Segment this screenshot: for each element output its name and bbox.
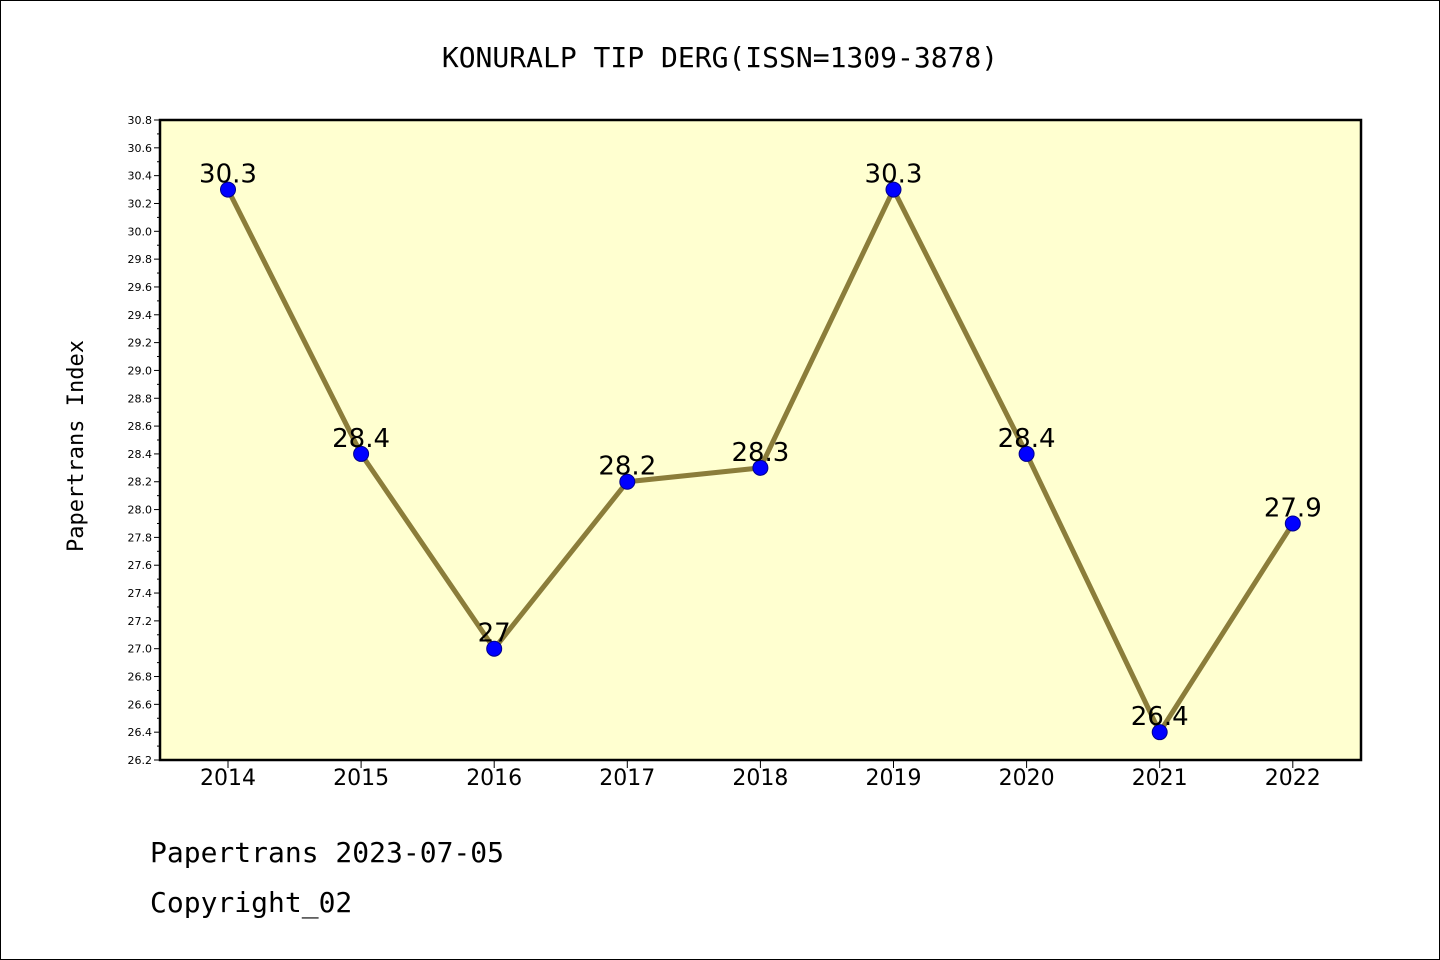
data-label: 30.3	[865, 160, 923, 190]
data-point	[885, 181, 902, 198]
y-tick-label: 29.2	[128, 337, 153, 350]
data-point	[619, 473, 636, 490]
y-tick-label: 29.8	[128, 253, 153, 266]
x-axis-ticks: 2014 2015 2016 2017 2018 2019 2020 2021 2022	[200, 760, 1321, 791]
y-tick-label: 28.4	[128, 448, 153, 461]
y-tick-label: 27.4	[128, 587, 153, 600]
y-tick-label: 26.4	[128, 726, 153, 739]
y-axis-label: Papertrans Index	[64, 340, 89, 552]
y-tick-label: 26.2	[128, 754, 153, 767]
x-tick-label: 2019	[866, 766, 922, 791]
y-tick-label: 30.8	[128, 114, 153, 127]
data-label: 28.4	[332, 424, 390, 454]
x-tick-label: 2020	[999, 766, 1055, 791]
x-tick-label: 2021	[1132, 766, 1188, 791]
data-point	[752, 459, 769, 476]
y-tick-label: 30.0	[128, 225, 153, 238]
data-label: 27.9	[1264, 493, 1322, 523]
data-label: 27	[478, 619, 511, 649]
data-point	[1151, 724, 1168, 741]
x-tick-label: 2015	[333, 766, 389, 791]
data-label: 26.4	[1131, 702, 1189, 732]
x-tick-label: 2014	[200, 766, 256, 791]
data-point	[1018, 445, 1035, 462]
data-label: 28.4	[998, 424, 1056, 454]
y-tick-label: 29.4	[128, 309, 153, 322]
y-tick-label: 26.8	[128, 671, 153, 684]
y-tick-label: 29.6	[128, 281, 153, 294]
data-label-group: 30.3 28.4 27 28.2 28.3 30.3 28.4 26.4 27.9	[199, 160, 1322, 733]
data-point	[486, 640, 503, 657]
data-point	[353, 445, 370, 462]
y-tick-label: 28.0	[128, 504, 153, 517]
y-tick-label: 30.6	[128, 142, 153, 155]
y-tick-label: 26.6	[128, 698, 153, 711]
y-tick-label: 27.0	[128, 643, 153, 656]
footer-date: Papertrans 2023-07-05	[150, 836, 505, 869]
plot-area	[158, 118, 1363, 762]
y-tick-label: 28.2	[128, 476, 153, 489]
y-tick-label: 28.8	[128, 392, 153, 405]
marker-group	[220, 181, 1301, 741]
y-tick-label: 30.2	[128, 197, 153, 210]
x-tick-label: 2016	[466, 766, 522, 791]
data-label: 28.2	[598, 452, 656, 482]
x-tick-label: 2022	[1265, 766, 1321, 791]
y-tick-label: 27.8	[128, 531, 153, 544]
x-tick-label: 2017	[599, 766, 655, 791]
y-tick-label: 30.4	[128, 170, 153, 183]
y-tick-label: 27.6	[128, 559, 153, 572]
y-tick-label: 27.2	[128, 615, 153, 628]
y-tick-label: 28.6	[128, 420, 153, 433]
data-point	[1284, 515, 1301, 532]
y-tick-label: 29.0	[128, 364, 153, 377]
data-point	[220, 181, 236, 198]
data-label: 30.3	[199, 160, 257, 190]
x-tick-label: 2018	[732, 766, 788, 791]
y-axis-ticks: 26.2 26.4 26.6 26.8 27.0 27.2 27.4 27.6 27.8 28.0…	[128, 114, 160, 767]
footer-copyright: Copyright_02	[150, 886, 353, 919]
data-label: 28.3	[731, 438, 789, 468]
chart-title: KONURALP TIP DERG(ISSN=1309-3878)	[442, 41, 998, 74]
